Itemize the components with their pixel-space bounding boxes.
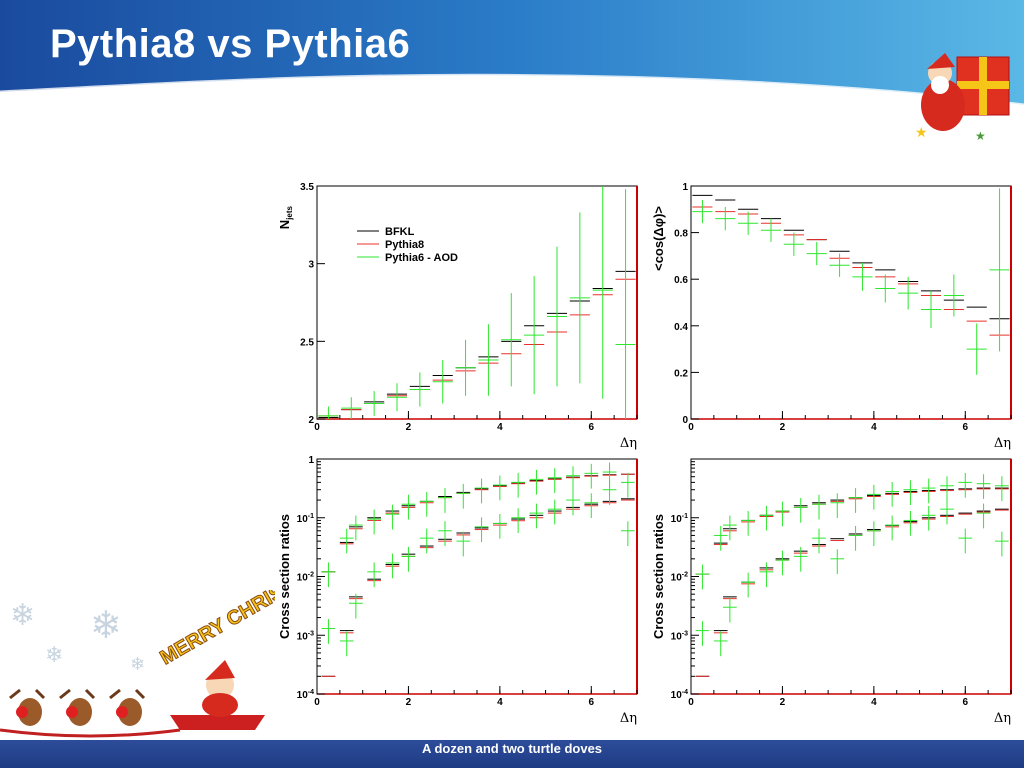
svg-text:★: ★: [975, 129, 986, 143]
x-axis-title: Δη: [620, 711, 637, 726]
series-pythia8-lower: [321, 499, 635, 677]
y-tick-label: 1: [682, 182, 688, 193]
christmas-decoration: ❄ ❄ ❄ ❄ MERRY CHRISTMAS: [0, 590, 276, 738]
footer-text: A dozen and two turtle doves: [421, 741, 603, 756]
x-tick-label: 6: [963, 422, 969, 433]
slide-title: Pythia8 vs Pythia6: [50, 22, 411, 66]
svg-text:❄: ❄: [45, 642, 63, 667]
series-pythia6-aod: [318, 186, 636, 419]
y-tick-label: 10-4: [671, 689, 688, 701]
x-tick-label: 4: [497, 422, 503, 433]
y-tick-label: 0.2: [674, 368, 688, 379]
x-tick-label: 2: [780, 422, 786, 433]
x-tick-label: 0: [314, 697, 320, 708]
x-tick-label: 6: [963, 697, 969, 708]
x-axis-title: Δη: [994, 711, 1011, 726]
chart-cos-dphi: 0 2 4 6 0 0.2 0.4 0.6 0.8 1 Δη <cos(Δφ)>: [649, 178, 1019, 453]
plot-frame: [316, 185, 638, 420]
legend-label: BFKL: [385, 226, 415, 238]
y-axis-title: Cross section ratios: [651, 514, 666, 639]
x-tick-label: 2: [406, 697, 412, 708]
y-tick-label: 1: [308, 455, 314, 466]
y-axis-title: Njets: [277, 205, 294, 229]
chart-xsec-left: 0 2 4 6 10-4 10-3 10-2 10-1 1 Δη Cross section rat…: [275, 454, 645, 730]
series-pythia6-lower: [321, 480, 635, 657]
y-axis-title: Cross section ratios: [277, 514, 292, 639]
svg-text:❄: ❄: [90, 605, 122, 647]
plot-frame: [316, 458, 638, 695]
merry-christmas-text: MERRY CHRISTMAS: [157, 590, 276, 669]
x-tick-label: 0: [688, 422, 694, 433]
series-pythia6-upper: [695, 472, 1009, 590]
x-tick-label: 0: [688, 697, 694, 708]
chart-njets: 0 2 4 6 2 2.5 3 3.5 Δη Njets BFKL Pythia8 Pythia6 - …: [275, 178, 645, 453]
slide-header: Pythia8 vs Pythia6: [0, 0, 1024, 110]
legend-label: Pythia8: [385, 239, 424, 251]
y-tick-label: 10-2: [671, 572, 688, 584]
y-axis-title: <cos(Δφ)>: [651, 206, 666, 271]
x-tick-label: 2: [780, 697, 786, 708]
y-tick-label: 10-3: [297, 630, 314, 642]
series-pythia6-upper: [321, 462, 635, 588]
x-axis-title: Δη: [994, 436, 1011, 451]
y-tick-label: 3: [308, 260, 314, 271]
chart-xsec-right: 0 2 4 6 10-4 10-3 10-2 10-1 Δη Cross section rati…: [649, 454, 1019, 730]
y-tick-label: 2: [308, 415, 314, 426]
y-tick-label: 0.6: [674, 275, 688, 286]
x-axis-title: Δη: [620, 436, 637, 451]
y-tick-label: 10-2: [297, 572, 314, 584]
svg-text:❄: ❄: [130, 654, 145, 674]
x-tick-label: 6: [589, 422, 595, 433]
y-tick-label: 10-1: [297, 513, 314, 525]
slide-footer: A dozen and two turtle doves: [0, 740, 1024, 768]
y-tick-label: 10-1: [671, 513, 688, 525]
y-tick-label: 2.5: [300, 337, 314, 348]
plot-frame: [690, 458, 1012, 695]
x-tick-label: 4: [871, 422, 877, 433]
header-wave: [0, 0, 1024, 107]
x-tick-label: 2: [406, 422, 412, 433]
svg-text:★: ★: [915, 124, 928, 140]
y-tick-label: 10-3: [671, 630, 688, 642]
x-tick-label: 6: [589, 697, 595, 708]
series-pythia6-aod: [692, 188, 1010, 375]
y-tick-label: 0: [682, 415, 688, 426]
y-tick-label: 0.4: [674, 322, 688, 333]
legend-label: Pythia6 - AOD: [385, 252, 458, 264]
santa-gift-decoration: ★ ★: [915, 53, 1010, 143]
y-tick-label: 3.5: [300, 182, 314, 193]
y-tick-label: 10-4: [297, 689, 314, 701]
plot-frame: [690, 185, 1012, 420]
series-pythia6-lower: [695, 499, 1009, 657]
y-tick-label: 0.8: [674, 229, 688, 240]
svg-text:❄: ❄: [10, 599, 35, 632]
x-tick-label: 4: [497, 697, 503, 708]
x-tick-label: 0: [314, 422, 320, 433]
x-tick-label: 4: [871, 697, 877, 708]
